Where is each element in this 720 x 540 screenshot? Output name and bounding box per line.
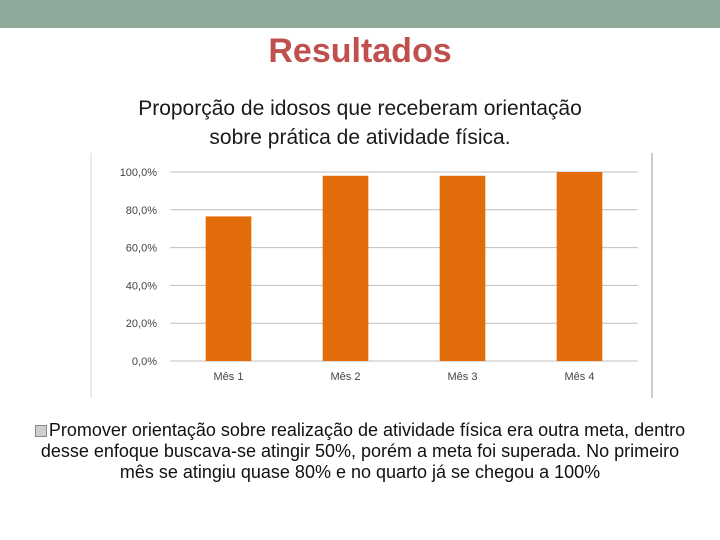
y-tick-label: 80,0%: [126, 205, 157, 217]
bar: [439, 175, 486, 361]
chart-svg: 0,0% 20,0% 40,0% 60,0% 80,0% 100,0% Mês 1 Mês 2…: [90, 153, 653, 398]
y-tick-label: 40,0%: [126, 280, 157, 292]
bar: [205, 216, 252, 361]
bar: [322, 175, 369, 361]
y-tick-label: 20,0%: [126, 318, 157, 330]
x-tick-label: Mês 3: [448, 371, 478, 383]
q-bullet-icon: [34, 425, 47, 437]
bar-chart: 0,0% 20,0% 40,0% 60,0% 80,0% 100,0% Mês 1 Mês 2…: [90, 153, 653, 398]
x-tick-label: Mês 1: [214, 371, 244, 383]
bullet-text: Promover orientação sobre realização de …: [40, 420, 686, 482]
y-tick-label: 100,0%: [120, 167, 158, 179]
slide-title: Resultados: [268, 32, 452, 70]
x-tick-label: Mês 4: [565, 371, 595, 383]
bullet-paragraph: Promover orientação sobre realização de …: [30, 420, 690, 483]
chart-title-line-1: Proporção de idosos que receberam orient…: [138, 97, 582, 120]
bar: [556, 172, 603, 361]
chart-title: Proporção de idosos que receberam orient…: [60, 94, 660, 152]
y-tick-label: 60,0%: [126, 243, 157, 255]
y-tick-label: 0,0%: [132, 356, 157, 368]
x-tick-label: Mês 2: [331, 371, 361, 383]
top-bar: [0, 0, 720, 28]
chart-title-line-2: sobre prática de atividade física.: [209, 126, 511, 149]
